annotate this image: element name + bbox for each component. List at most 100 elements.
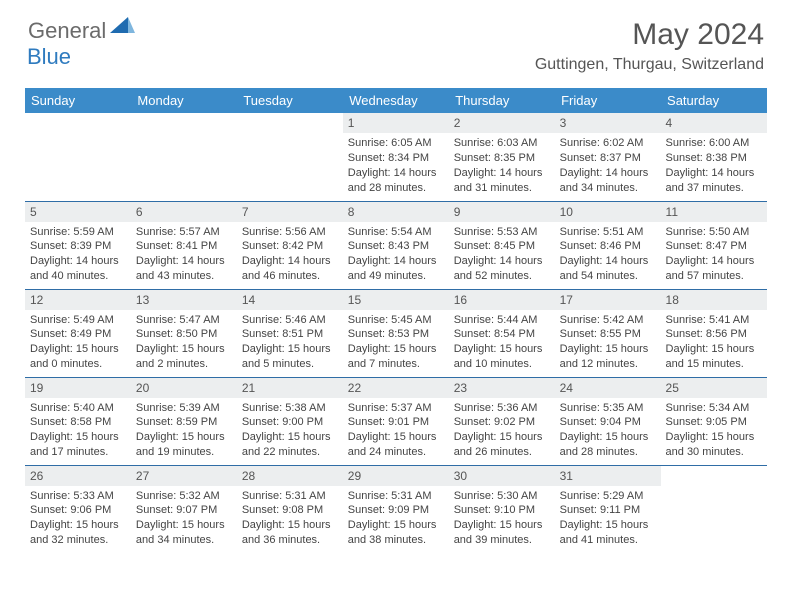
day-details: Sunrise: 5:40 AMSunset: 8:58 PMDaylight:… [25,398,131,463]
calendar-cell: 13Sunrise: 5:47 AMSunset: 8:50 PMDayligh… [131,289,237,377]
day-number: 19 [25,378,131,398]
day-details: Sunrise: 5:38 AMSunset: 9:00 PMDaylight:… [237,398,343,463]
day-details: Sunrise: 6:03 AMSunset: 8:35 PMDaylight:… [449,133,555,198]
day-header: Tuesday [237,88,343,113]
day-details: Sunrise: 5:35 AMSunset: 9:04 PMDaylight:… [555,398,661,463]
day-number: 13 [131,290,237,310]
calendar-cell: 20Sunrise: 5:39 AMSunset: 8:59 PMDayligh… [131,377,237,465]
logo-text-general: General [28,18,106,44]
calendar-cell [661,465,767,553]
day-details: Sunrise: 5:51 AMSunset: 8:46 PMDaylight:… [555,222,661,287]
day-number: 14 [237,290,343,310]
day-number: 17 [555,290,661,310]
calendar-cell [131,113,237,201]
day-number: 10 [555,202,661,222]
day-number: 11 [661,202,767,222]
calendar-cell: 6Sunrise: 5:57 AMSunset: 8:41 PMDaylight… [131,201,237,289]
day-details: Sunrise: 5:29 AMSunset: 9:11 PMDaylight:… [555,486,661,551]
day-number: 30 [449,466,555,486]
calendar-week-row: 5Sunrise: 5:59 AMSunset: 8:39 PMDaylight… [25,201,767,289]
day-details: Sunrise: 5:57 AMSunset: 8:41 PMDaylight:… [131,222,237,287]
logo-triangle-icon [110,15,136,40]
day-details: Sunrise: 5:33 AMSunset: 9:06 PMDaylight:… [25,486,131,551]
header: General May 2024 Guttingen, Thurgau, Swi… [0,0,792,82]
day-number: 1 [343,113,449,133]
calendar-cell: 11Sunrise: 5:50 AMSunset: 8:47 PMDayligh… [661,201,767,289]
calendar-cell: 9Sunrise: 5:53 AMSunset: 8:45 PMDaylight… [449,201,555,289]
calendar-cell: 8Sunrise: 5:54 AMSunset: 8:43 PMDaylight… [343,201,449,289]
calendar-cell [25,113,131,201]
title-block: May 2024 Guttingen, Thurgau, Switzerland [535,18,764,74]
day-details: Sunrise: 5:31 AMSunset: 9:09 PMDaylight:… [343,486,449,551]
calendar-cell: 5Sunrise: 5:59 AMSunset: 8:39 PMDaylight… [25,201,131,289]
day-header: Monday [131,88,237,113]
empty-day [237,113,343,133]
day-details: Sunrise: 5:47 AMSunset: 8:50 PMDaylight:… [131,310,237,375]
day-header: Thursday [449,88,555,113]
day-header: Friday [555,88,661,113]
day-details: Sunrise: 6:05 AMSunset: 8:34 PMDaylight:… [343,133,449,198]
day-details: Sunrise: 5:56 AMSunset: 8:42 PMDaylight:… [237,222,343,287]
calendar-week-row: 12Sunrise: 5:49 AMSunset: 8:49 PMDayligh… [25,289,767,377]
day-details: Sunrise: 5:32 AMSunset: 9:07 PMDaylight:… [131,486,237,551]
day-details: Sunrise: 5:36 AMSunset: 9:02 PMDaylight:… [449,398,555,463]
calendar-cell: 3Sunrise: 6:02 AMSunset: 8:37 PMDaylight… [555,113,661,201]
day-details: Sunrise: 6:02 AMSunset: 8:37 PMDaylight:… [555,133,661,198]
calendar-cell: 15Sunrise: 5:45 AMSunset: 8:53 PMDayligh… [343,289,449,377]
day-number: 9 [449,202,555,222]
calendar-cell: 28Sunrise: 5:31 AMSunset: 9:08 PMDayligh… [237,465,343,553]
calendar-week-row: 1Sunrise: 6:05 AMSunset: 8:34 PMDaylight… [25,113,767,201]
day-details: Sunrise: 5:53 AMSunset: 8:45 PMDaylight:… [449,222,555,287]
location: Guttingen, Thurgau, Switzerland [535,56,764,74]
day-number: 16 [449,290,555,310]
calendar-week-row: 26Sunrise: 5:33 AMSunset: 9:06 PMDayligh… [25,465,767,553]
calendar-cell: 22Sunrise: 5:37 AMSunset: 9:01 PMDayligh… [343,377,449,465]
day-number: 31 [555,466,661,486]
calendar-cell: 23Sunrise: 5:36 AMSunset: 9:02 PMDayligh… [449,377,555,465]
day-details: Sunrise: 5:49 AMSunset: 8:49 PMDaylight:… [25,310,131,375]
day-number: 24 [555,378,661,398]
calendar-header-row: SundayMondayTuesdayWednesdayThursdayFrid… [25,88,767,113]
logo-text-blue: Blue [27,44,71,69]
calendar-body: 1Sunrise: 6:05 AMSunset: 8:34 PMDaylight… [25,113,767,553]
calendar-cell [237,113,343,201]
calendar-cell: 19Sunrise: 5:40 AMSunset: 8:58 PMDayligh… [25,377,131,465]
day-details: Sunrise: 5:44 AMSunset: 8:54 PMDaylight:… [449,310,555,375]
logo: General [28,18,138,44]
day-details: Sunrise: 6:00 AMSunset: 8:38 PMDaylight:… [661,133,767,198]
day-details: Sunrise: 5:46 AMSunset: 8:51 PMDaylight:… [237,310,343,375]
day-details: Sunrise: 5:39 AMSunset: 8:59 PMDaylight:… [131,398,237,463]
day-number: 12 [25,290,131,310]
day-number: 28 [237,466,343,486]
day-number: 21 [237,378,343,398]
day-header: Wednesday [343,88,449,113]
day-number: 7 [237,202,343,222]
day-details: Sunrise: 5:30 AMSunset: 9:10 PMDaylight:… [449,486,555,551]
calendar-cell: 27Sunrise: 5:32 AMSunset: 9:07 PMDayligh… [131,465,237,553]
day-number: 2 [449,113,555,133]
calendar-cell: 2Sunrise: 6:03 AMSunset: 8:35 PMDaylight… [449,113,555,201]
calendar-cell: 17Sunrise: 5:42 AMSunset: 8:55 PMDayligh… [555,289,661,377]
calendar-cell: 10Sunrise: 5:51 AMSunset: 8:46 PMDayligh… [555,201,661,289]
calendar-cell: 14Sunrise: 5:46 AMSunset: 8:51 PMDayligh… [237,289,343,377]
day-details: Sunrise: 5:37 AMSunset: 9:01 PMDaylight:… [343,398,449,463]
calendar-cell: 26Sunrise: 5:33 AMSunset: 9:06 PMDayligh… [25,465,131,553]
calendar-cell: 16Sunrise: 5:44 AMSunset: 8:54 PMDayligh… [449,289,555,377]
calendar-cell: 21Sunrise: 5:38 AMSunset: 9:00 PMDayligh… [237,377,343,465]
calendar-table: SundayMondayTuesdayWednesdayThursdayFrid… [25,88,767,553]
calendar-cell: 29Sunrise: 5:31 AMSunset: 9:09 PMDayligh… [343,465,449,553]
calendar-cell: 25Sunrise: 5:34 AMSunset: 9:05 PMDayligh… [661,377,767,465]
day-number: 8 [343,202,449,222]
day-number: 25 [661,378,767,398]
day-details: Sunrise: 5:45 AMSunset: 8:53 PMDaylight:… [343,310,449,375]
day-number: 23 [449,378,555,398]
calendar-cell: 4Sunrise: 6:00 AMSunset: 8:38 PMDaylight… [661,113,767,201]
day-number: 15 [343,290,449,310]
day-number: 26 [25,466,131,486]
month-title: May 2024 [535,18,764,52]
day-number: 6 [131,202,237,222]
day-details: Sunrise: 5:31 AMSunset: 9:08 PMDaylight:… [237,486,343,551]
day-number: 18 [661,290,767,310]
day-number: 4 [661,113,767,133]
day-details: Sunrise: 5:42 AMSunset: 8:55 PMDaylight:… [555,310,661,375]
